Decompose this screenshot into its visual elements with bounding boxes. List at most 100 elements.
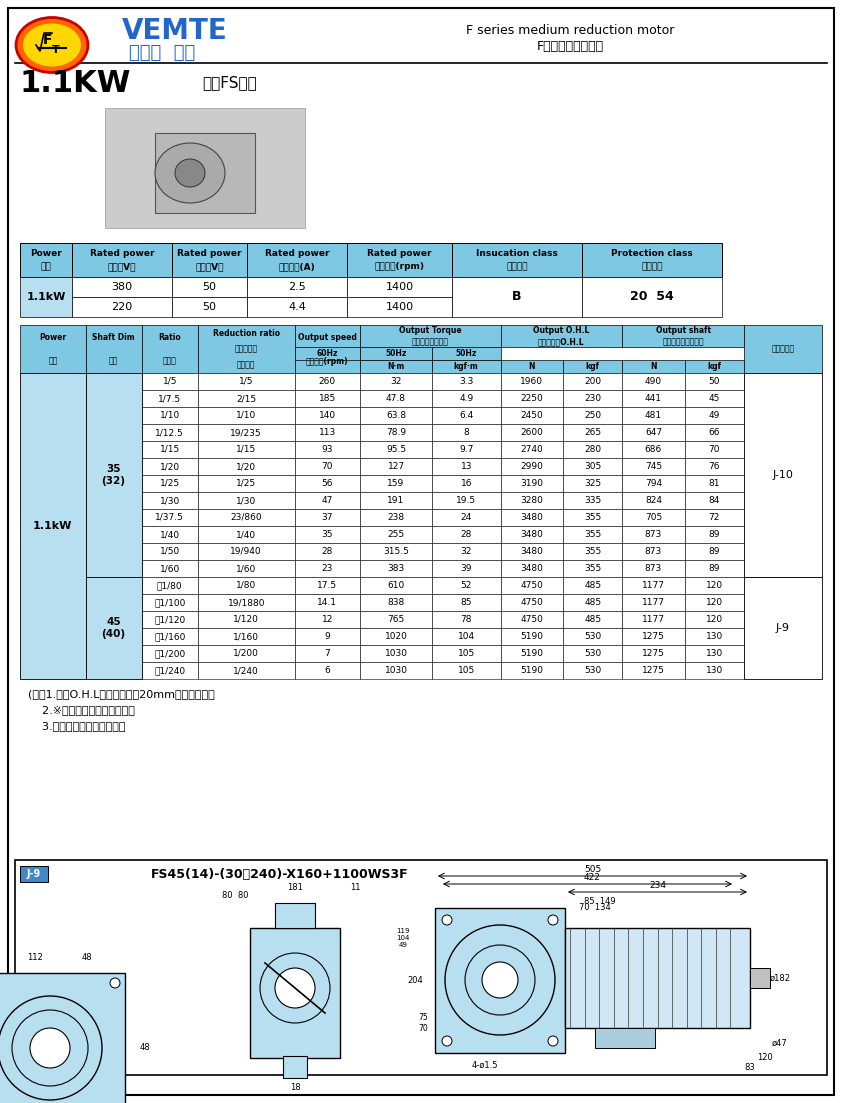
Bar <box>501 560 563 577</box>
Bar <box>563 360 622 373</box>
Bar <box>563 373 622 390</box>
Text: 81: 81 <box>709 479 720 488</box>
Text: 2600: 2600 <box>520 428 543 437</box>
Bar <box>685 526 744 543</box>
Text: 1/10: 1/10 <box>160 411 180 420</box>
Bar <box>360 492 432 508</box>
Text: 3480: 3480 <box>520 547 543 556</box>
Bar <box>432 543 501 560</box>
Text: 383: 383 <box>387 564 405 572</box>
Bar <box>501 390 563 407</box>
Text: 2.5: 2.5 <box>288 282 306 292</box>
Text: 1275: 1275 <box>642 649 665 658</box>
Text: 19/1880: 19/1880 <box>227 598 265 607</box>
Text: 9: 9 <box>324 632 330 641</box>
Text: Rated power: Rated power <box>90 248 154 258</box>
Bar <box>563 526 622 543</box>
Text: Shaft Dim: Shaft Dim <box>93 332 135 342</box>
Bar <box>622 595 685 611</box>
Bar <box>360 560 432 577</box>
Text: Rated power: Rated power <box>178 248 242 258</box>
Text: 335: 335 <box>584 496 601 505</box>
Bar <box>622 373 685 390</box>
Text: 額定轉速(rpm): 額定轉速(rpm) <box>375 263 424 271</box>
Bar <box>432 458 501 475</box>
Text: 4-ø1.5: 4-ø1.5 <box>472 1060 498 1070</box>
Bar <box>295 611 360 628</box>
Bar <box>20 866 48 882</box>
Circle shape <box>482 962 518 998</box>
Text: 19/235: 19/235 <box>231 428 262 437</box>
Bar <box>563 441 622 458</box>
Bar <box>360 407 432 424</box>
Text: kgf·m: kgf·m <box>454 362 478 371</box>
Text: 1/20: 1/20 <box>237 462 256 471</box>
Text: FS45(14)-(30～240)-X160+1100WS3F: FS45(14)-(30～240)-X160+1100WS3F <box>152 867 409 880</box>
Circle shape <box>260 953 330 1022</box>
Text: 1/40: 1/40 <box>237 531 256 539</box>
Bar <box>360 662 432 679</box>
Bar <box>432 424 501 441</box>
Bar <box>501 458 563 475</box>
Bar <box>501 492 563 508</box>
Bar <box>685 360 744 373</box>
Text: 83: 83 <box>744 1063 755 1072</box>
Bar <box>0 973 125 1103</box>
Text: 39: 39 <box>461 564 472 572</box>
Text: Output speed: Output speed <box>298 332 357 342</box>
Bar <box>72 277 172 297</box>
Text: 28: 28 <box>322 547 333 556</box>
Bar <box>563 645 622 662</box>
Text: 485: 485 <box>584 598 601 607</box>
Text: 422: 422 <box>584 872 601 881</box>
Text: 功率: 功率 <box>40 263 51 271</box>
Text: 2250: 2250 <box>520 394 543 403</box>
Bar <box>20 243 72 277</box>
Bar <box>247 243 347 277</box>
Text: Insucation class: Insucation class <box>476 248 558 258</box>
Text: 84: 84 <box>709 496 720 505</box>
Bar <box>622 441 685 458</box>
Text: 17.5: 17.5 <box>317 581 338 590</box>
Bar <box>141 407 198 424</box>
Bar <box>685 441 744 458</box>
Bar <box>685 611 744 628</box>
Bar <box>622 360 685 373</box>
Text: 530: 530 <box>584 632 601 641</box>
Text: 89: 89 <box>709 547 720 556</box>
Text: 3480: 3480 <box>520 513 543 522</box>
Bar <box>86 373 141 577</box>
Text: 輸出軸串前自力負荷: 輸出軸串前自力負荷 <box>663 338 704 346</box>
Bar <box>563 611 622 628</box>
Circle shape <box>548 1036 558 1046</box>
Bar <box>432 475 501 492</box>
Bar <box>685 577 744 595</box>
Bar <box>501 508 563 526</box>
Bar <box>685 390 744 407</box>
Bar <box>198 441 295 458</box>
Bar <box>501 424 563 441</box>
Bar <box>582 243 722 277</box>
Text: 50Hz: 50Hz <box>456 349 477 358</box>
Text: 1/50: 1/50 <box>160 547 180 556</box>
Text: 2/15: 2/15 <box>237 394 256 403</box>
Text: ㌔1/240: ㌔1/240 <box>154 666 185 675</box>
Text: 1/240: 1/240 <box>233 666 259 675</box>
Text: 873: 873 <box>645 547 662 556</box>
Bar <box>72 297 172 317</box>
Bar <box>295 373 360 390</box>
Text: 315.5: 315.5 <box>383 547 409 556</box>
Bar <box>563 390 622 407</box>
Bar <box>563 424 622 441</box>
Bar <box>622 577 685 595</box>
Text: 70: 70 <box>322 462 333 471</box>
Text: 19.5: 19.5 <box>456 496 477 505</box>
Text: 5190: 5190 <box>520 649 543 658</box>
Text: ø182: ø182 <box>770 974 791 983</box>
Text: 85: 85 <box>461 598 472 607</box>
Bar <box>360 577 432 595</box>
Bar <box>432 360 501 373</box>
Bar <box>360 360 432 373</box>
Text: ø47: ø47 <box>772 1039 788 1048</box>
Bar <box>295 390 360 407</box>
